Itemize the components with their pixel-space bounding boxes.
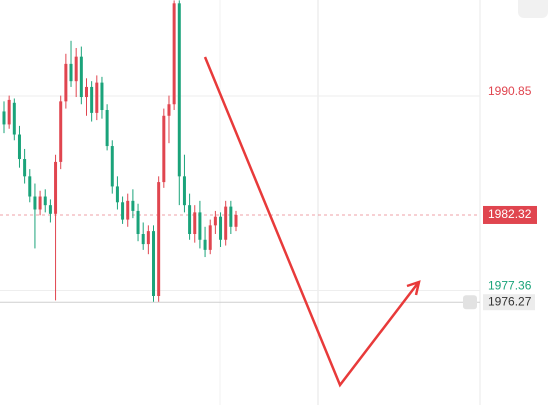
candle-body [59, 101, 63, 162]
candle-body [224, 206, 228, 240]
candle-body [110, 146, 114, 187]
candle-body [229, 206, 233, 227]
candle-body [141, 234, 145, 245]
candle-body [213, 216, 217, 226]
candle-body [84, 86, 88, 98]
candle-body [146, 231, 150, 245]
candle-body [54, 161, 58, 214]
corner-button[interactable] [518, 0, 548, 18]
candle-body [131, 200, 135, 211]
marker-icon [463, 295, 477, 310]
candle-body [38, 196, 42, 210]
candle-body [12, 102, 16, 135]
candle-body [90, 86, 94, 113]
candle-body [115, 186, 119, 203]
candle-body [193, 212, 197, 235]
candle-body [188, 205, 192, 235]
candle-body [17, 134, 21, 160]
candle-body [157, 182, 161, 297]
candle-body [64, 63, 68, 102]
candle-body [105, 110, 109, 147]
annotation-arrow [203, 56, 421, 388]
candle-body [100, 82, 104, 111]
candle-body [48, 205, 52, 214]
candle-body [136, 210, 140, 235]
candle-body [121, 202, 125, 220]
candle-body [152, 231, 156, 297]
current-price-label: 1982.32 [488, 207, 532, 221]
current-price-badge [483, 205, 537, 224]
candle-body [162, 115, 166, 183]
marker-price-label: 1976.27 [488, 294, 532, 308]
candle-body [167, 104, 171, 116]
candle-body [2, 111, 6, 125]
candle-body [177, 3, 181, 177]
marker-badge [483, 294, 535, 311]
candle-body [69, 63, 73, 82]
candle-body [79, 56, 83, 98]
candle-body [95, 82, 99, 113]
y-tick-label: 1977.36 [488, 279, 532, 293]
candle-body [7, 99, 11, 125]
candle-body [198, 212, 202, 240]
candle-body [203, 239, 207, 250]
candle-body [208, 225, 212, 250]
candle-body [23, 159, 27, 177]
candle-body [126, 200, 130, 220]
y-tick-label: 1990.85 [488, 84, 532, 98]
candle-body [28, 176, 32, 197]
candle-body [234, 214, 238, 227]
candle-body [74, 56, 78, 82]
candle-body [219, 216, 223, 240]
candle-body [172, 3, 176, 105]
candle-body [182, 176, 186, 206]
candle-body [33, 196, 37, 210]
candle-body [43, 196, 47, 206]
